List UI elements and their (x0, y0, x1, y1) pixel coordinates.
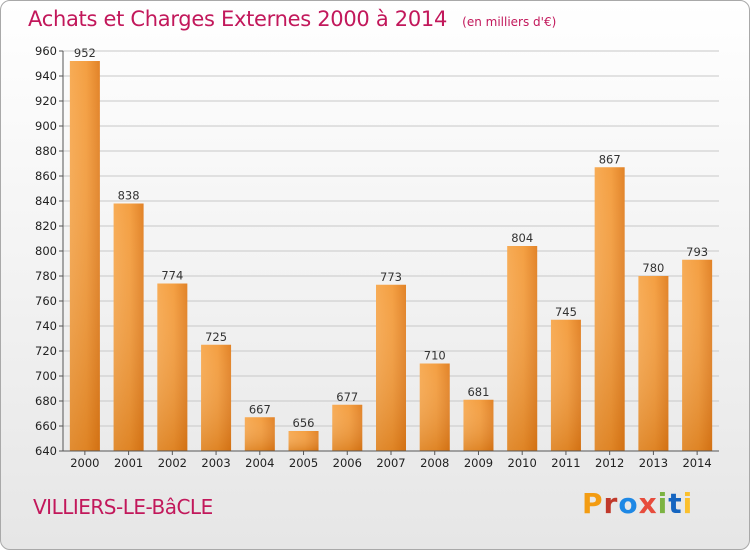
bar-shade-2000 (69, 61, 100, 451)
y-tick-label: 740 (35, 319, 57, 333)
value-label-2006: 677 (336, 390, 358, 404)
x-tick-label-2009: 2009 (464, 456, 493, 470)
commune-name: VILLIERS-LE-BâCLE (33, 495, 213, 519)
bar-shade-2001 (113, 203, 144, 451)
y-tick-label: 660 (35, 419, 57, 433)
x-tick-label-2012: 2012 (595, 456, 624, 470)
logo-letter: x (638, 487, 658, 520)
x-tick-label-2000: 2000 (70, 456, 99, 470)
bar-shade-2014 (682, 259, 713, 451)
bar-shade-2003 (201, 344, 232, 451)
y-tick-label: 800 (35, 244, 57, 258)
y-tick-label: 940 (35, 69, 57, 83)
value-label-2007: 773 (380, 270, 402, 284)
bar-shade-2006 (332, 404, 363, 451)
y-tick-label: 680 (35, 394, 57, 408)
x-tick-label-2010: 2010 (508, 456, 537, 470)
y-tick-label: 920 (35, 94, 57, 108)
x-tick-label-2001: 2001 (114, 456, 143, 470)
bar-shade-2002 (157, 283, 188, 451)
y-tick-label: 840 (35, 194, 57, 208)
bar-shade-2012 (594, 167, 625, 451)
y-tick-label: 760 (35, 294, 57, 308)
x-tick-label-2011: 2011 (551, 456, 580, 470)
value-label-2003: 725 (205, 330, 227, 344)
y-tick-label: 880 (35, 144, 57, 158)
logo-letter: P (582, 487, 604, 520)
bar-shade-2008 (419, 363, 450, 451)
x-tick-label-2002: 2002 (158, 456, 187, 470)
y-tick-label: 960 (35, 44, 57, 58)
x-tick-label-2014: 2014 (682, 456, 711, 470)
value-label-2012: 867 (599, 152, 621, 166)
x-tick-label-2003: 2003 (201, 456, 230, 470)
value-label-2002: 774 (161, 269, 183, 283)
y-tick-label: 860 (35, 169, 57, 183)
value-label-2011: 745 (555, 305, 577, 319)
bar-shade-2005 (288, 431, 319, 451)
y-tick-label: 720 (35, 344, 57, 358)
x-tick-label-2013: 2013 (639, 456, 668, 470)
bar-shade-2010 (507, 246, 538, 451)
bar-shade-2007 (376, 284, 406, 451)
value-label-2009: 681 (467, 385, 489, 399)
logo-letter: r (603, 487, 619, 520)
x-tick-label-2007: 2007 (376, 456, 405, 470)
chart-subtitle: (en milliers d'€) (462, 15, 557, 29)
bar-shade-2013 (638, 276, 669, 451)
title-row: Achats et Charges Externes 2000 à 2014 (… (28, 7, 556, 31)
proxiti-logo: Proxiti (582, 487, 693, 520)
y-tick-label: 640 (35, 444, 57, 458)
bar-shade-2009 (463, 399, 494, 451)
y-tick-label: 820 (35, 219, 57, 233)
bar-shade-2004 (244, 417, 275, 451)
chart-title: Achats et Charges Externes 2000 à 2014 (28, 7, 448, 31)
value-label-2004: 667 (249, 402, 271, 416)
value-label-2000: 952 (74, 46, 96, 60)
x-tick-label-2008: 2008 (420, 456, 449, 470)
logo-letter: o (618, 487, 639, 520)
y-tick-label: 900 (35, 119, 57, 133)
bar-shade-2011 (550, 319, 581, 451)
logo-letter: t (668, 487, 683, 520)
y-tick-label: 780 (35, 269, 57, 283)
value-label-2005: 656 (293, 416, 315, 430)
logo-letter: i (657, 487, 669, 520)
x-tick-label-2005: 2005 (289, 456, 318, 470)
y-tick-label: 700 (35, 369, 57, 383)
x-tick-label-2004: 2004 (245, 456, 274, 470)
x-tick-label-2006: 2006 (333, 456, 362, 470)
logo-letter: i (682, 487, 694, 520)
value-label-2010: 804 (511, 231, 533, 245)
value-label-2008: 710 (424, 349, 446, 363)
value-label-2014: 793 (686, 245, 708, 259)
value-label-2001: 838 (118, 189, 140, 203)
value-label-2013: 780 (642, 261, 664, 275)
